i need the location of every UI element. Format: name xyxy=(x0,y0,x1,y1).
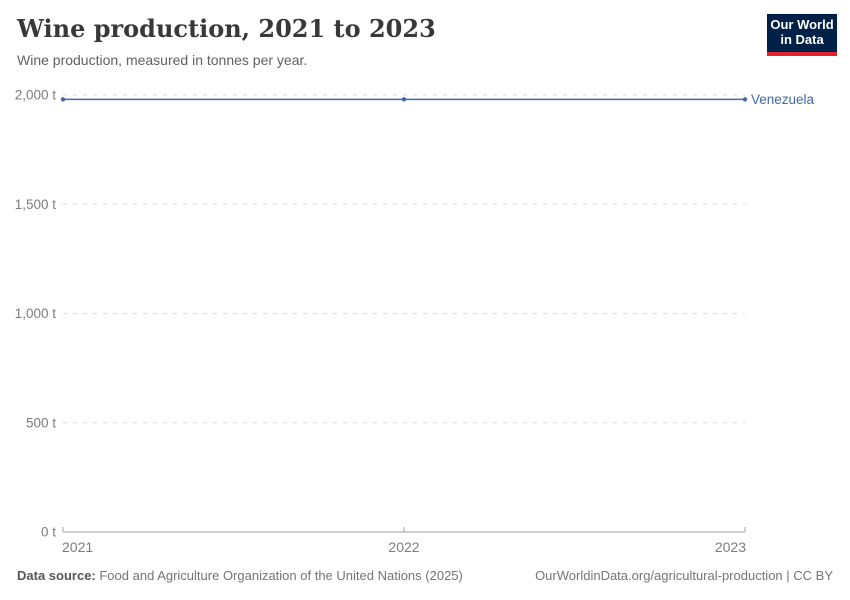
series-label: Venezuela xyxy=(751,92,815,107)
page-title: Wine production, 2021 to 2023 xyxy=(17,14,436,43)
data-point xyxy=(742,97,748,102)
data-source-note: Data source: Food and Agriculture Organi… xyxy=(17,568,463,583)
data-source-label: Data source: xyxy=(17,568,96,583)
data-point xyxy=(60,97,66,102)
x-axis-tick-label: 2021 xyxy=(62,539,93,555)
y-axis-tick-label: 0 t xyxy=(41,525,56,540)
y-axis-tick-label: 2,000 t xyxy=(15,88,57,103)
y-axis-tick-label: 1,500 t xyxy=(15,197,57,212)
owid-logo: Our World in Data xyxy=(767,14,837,56)
x-axis-tick-label: 2023 xyxy=(715,539,746,555)
chart-footer: Data source: Food and Agriculture Organi… xyxy=(17,568,833,583)
data-point xyxy=(401,97,407,102)
plot-area: 0 t 500 t 1,000 t 1,500 t 2,000 t 2021 2022 202… xyxy=(0,80,850,560)
data-source-text: Food and Agriculture Organization of the… xyxy=(95,568,463,583)
line-chart-svg: 0 t 500 t 1,000 t 1,500 t 2,000 t 2021 2022 202… xyxy=(15,88,815,556)
owid-citation-link[interactable]: OurWorldinData.org/agricultural-producti… xyxy=(535,568,833,583)
chart-subtitle: Wine production, measured in tonnes per … xyxy=(17,52,308,68)
owid-logo-line1: Our World xyxy=(770,17,834,33)
y-axis-tick-label: 1,000 t xyxy=(15,306,57,321)
owid-logo-line2: in Data xyxy=(780,32,824,47)
x-axis-tick-label: 2022 xyxy=(388,539,419,555)
y-axis-tick-label: 500 t xyxy=(26,415,56,430)
